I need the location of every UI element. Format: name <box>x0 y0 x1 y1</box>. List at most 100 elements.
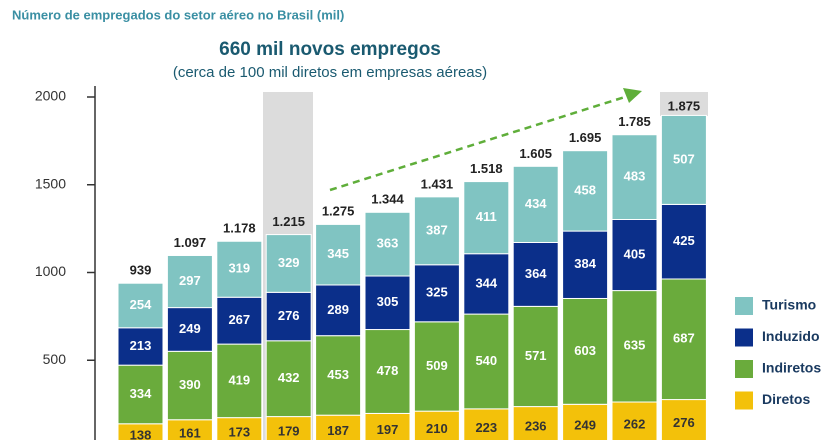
segment-label: 179 <box>278 424 300 439</box>
bar-segment <box>413 321 460 412</box>
bar-segment <box>117 327 164 366</box>
bar-segment <box>660 278 707 401</box>
segment-label: 262 <box>624 416 646 431</box>
total-label: 1.605 <box>519 146 552 161</box>
trend-arrow <box>329 94 629 192</box>
total-label: 1.518 <box>470 161 503 176</box>
bar-segment <box>611 134 658 220</box>
segment-label: 223 <box>475 420 497 435</box>
highlight-box <box>660 92 708 116</box>
bar-segment <box>413 196 460 266</box>
total-label: 939 <box>130 263 152 278</box>
bar-segment <box>216 343 263 419</box>
segment-label: 419 <box>228 372 250 387</box>
bar-segment <box>463 253 510 315</box>
segment-label: 173 <box>228 424 250 439</box>
segment-label: 384 <box>574 256 596 271</box>
y-tick-label: 500 <box>43 351 67 367</box>
segment-label: 507 <box>673 151 695 166</box>
bar-segment <box>660 114 707 205</box>
annotation: (cerca de 100 mil diretos em empresas aé… <box>173 64 487 81</box>
total-label: 1.431 <box>421 176 454 191</box>
legend-swatch <box>735 391 753 410</box>
bar-segment <box>660 203 707 280</box>
legend-swatch <box>735 360 753 378</box>
segment-label: 254 <box>130 297 152 312</box>
segment-label: 236 <box>525 419 547 434</box>
segment-label: 540 <box>475 353 497 368</box>
segment-label: 387 <box>426 222 448 237</box>
total-label: 1.344 <box>371 192 404 207</box>
segment-label: 425 <box>673 233 695 248</box>
segment-label: 432 <box>278 370 300 385</box>
bar-segment <box>166 350 213 421</box>
segment-label: 197 <box>377 422 399 437</box>
segment-label: 405 <box>624 246 646 261</box>
bar-segment <box>315 223 362 286</box>
total-label: 1.875 <box>668 98 701 113</box>
bar-segment <box>562 297 609 405</box>
segment-label: 187 <box>327 423 349 438</box>
total-label: 1.178 <box>223 221 256 236</box>
segment-label: 483 <box>624 169 646 184</box>
bar-segment <box>315 335 362 416</box>
segment-label: 249 <box>574 418 596 433</box>
segment-label: 344 <box>475 275 497 290</box>
legend-label: Indiretos <box>762 360 821 376</box>
segment-label: 571 <box>525 348 547 363</box>
segment-label: 276 <box>673 415 695 430</box>
bar-segment <box>512 241 559 307</box>
bar-segment <box>562 150 609 232</box>
segment-label: 434 <box>525 196 547 211</box>
bar-segment <box>364 329 411 414</box>
segment-label: 478 <box>377 363 399 378</box>
bar-segment <box>265 340 312 418</box>
total-label: 1.275 <box>322 204 355 219</box>
bar-segment <box>315 284 362 337</box>
bar-segment <box>117 364 164 425</box>
y-tick-label: 1000 <box>35 263 66 279</box>
y-tick-label: 1500 <box>35 175 66 191</box>
segment-label: 411 <box>476 209 497 224</box>
segment-label: 390 <box>179 377 201 392</box>
segment-label: 249 <box>179 321 201 336</box>
bar-segment <box>117 282 164 329</box>
bar-segment <box>216 296 263 345</box>
legend-label: Turismo <box>762 297 816 313</box>
legend-swatch <box>735 297 753 315</box>
total-label: 1.215 <box>272 214 305 229</box>
bar-segment <box>166 254 213 309</box>
segment-label: 161 <box>179 425 201 440</box>
bar-segment <box>166 307 213 352</box>
bar-segment <box>364 412 411 440</box>
segment-label: 319 <box>228 261 250 276</box>
bar-segment <box>512 165 559 243</box>
legend-label: Diretos <box>762 391 810 407</box>
legend-swatch <box>735 328 753 347</box>
segment-label: 364 <box>525 266 547 281</box>
bar-segment <box>364 211 411 277</box>
segment-label: 635 <box>624 338 646 353</box>
legend-label: Induzido <box>762 328 820 344</box>
segment-label: 603 <box>574 343 596 358</box>
segment-label: 267 <box>228 312 250 327</box>
total-label: 1.785 <box>618 114 651 129</box>
segment-label: 138 <box>130 427 152 440</box>
bar-segment <box>216 240 263 298</box>
chart-title: Número de empregados do setor aéreo no B… <box>12 7 344 22</box>
bar-segment <box>265 291 312 342</box>
segment-label: 334 <box>130 386 152 401</box>
bar-segment <box>463 313 510 410</box>
segment-label: 289 <box>327 302 349 317</box>
chart-subtitle: 660 mil novos empregos <box>219 39 441 60</box>
segment-label: 363 <box>377 236 399 251</box>
bar-segment <box>364 275 411 331</box>
segment-label: 325 <box>426 285 448 300</box>
segment-label: 458 <box>574 182 596 197</box>
bar-segment <box>611 218 658 292</box>
bar-segment <box>463 181 510 255</box>
segment-label: 509 <box>426 358 448 373</box>
segment-label: 297 <box>179 273 201 288</box>
segment-label: 276 <box>278 308 300 323</box>
